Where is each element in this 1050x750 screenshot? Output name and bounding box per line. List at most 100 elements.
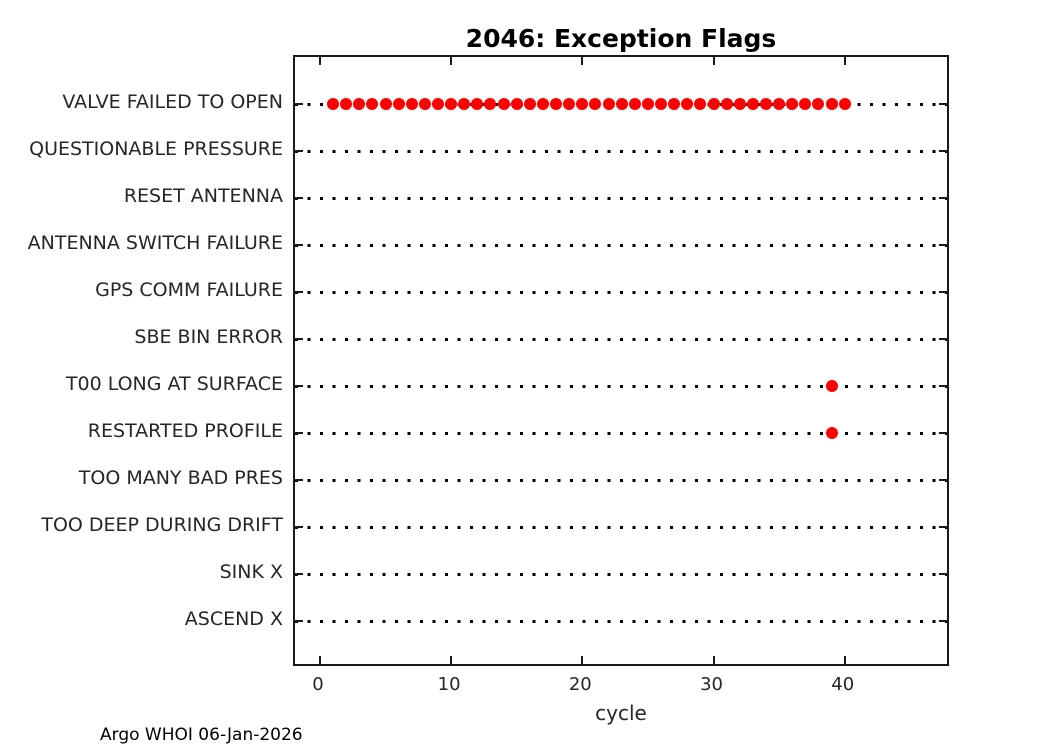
y-axis-tick-right [939, 291, 947, 293]
y-axis-label: VALVE FAILED TO OPEN [62, 91, 283, 113]
y-axis-label: QUESTIONABLE PRESSURE [29, 138, 283, 160]
data-point [589, 98, 602, 110]
data-point [471, 98, 484, 110]
x-tick-label: 10 [437, 674, 461, 695]
data-point [484, 98, 497, 110]
x-tick-label: 20 [568, 674, 592, 695]
y-axis-tick-right [939, 150, 947, 152]
data-point [353, 98, 366, 110]
x-axis-tick-top [843, 57, 846, 65]
data-point [825, 427, 838, 439]
data-point [510, 98, 523, 110]
y-axis-tick-right [939, 385, 947, 387]
x-axis-tick-bottom [318, 656, 321, 664]
y-axis-tick-right [939, 432, 947, 434]
data-point [366, 98, 379, 110]
y-axis-label: ANTENNA SWITCH FAILURE [27, 232, 283, 254]
x-axis-tick-top [318, 57, 321, 65]
y-axis-tick-left [295, 244, 303, 246]
data-point [536, 98, 549, 110]
x-axis-label: cycle [595, 701, 647, 725]
category-baseline-dotted-line [295, 290, 947, 294]
y-axis-label: RESET ANTENNA [123, 185, 283, 207]
y-axis-tick-right [939, 244, 947, 246]
y-axis-label: SINK X [219, 561, 283, 583]
category-baseline-dotted-line [295, 337, 947, 341]
x-axis-tick-bottom [843, 656, 846, 664]
y-axis-label: T00 LONG AT SURFACE [65, 373, 283, 395]
category-baseline-dotted-line [295, 149, 947, 153]
data-point [668, 98, 681, 110]
data-point [379, 98, 392, 110]
y-axis-label: TOO MANY BAD PRES [78, 467, 283, 489]
y-axis-label: TOO DEEP DURING DRIFT [41, 514, 283, 536]
category-baseline-dotted-line [295, 478, 947, 482]
x-tick-label: 40 [831, 674, 855, 695]
y-axis-tick-left [295, 526, 303, 528]
y-axis-tick-right [939, 103, 947, 105]
y-axis-label: SBE BIN ERROR [134, 326, 283, 348]
y-axis-tick-right [939, 573, 947, 575]
x-axis-tick-top [712, 57, 715, 65]
data-point [458, 98, 471, 110]
data-point [707, 98, 720, 110]
data-point [327, 98, 340, 110]
y-axis-tick-left [295, 197, 303, 199]
y-axis-tick-left [295, 620, 303, 622]
data-point [825, 98, 838, 110]
data-point [340, 98, 353, 110]
figure-caption: Argo WHOI 06-Jan-2026 [100, 725, 303, 745]
x-axis-tick-top [450, 57, 453, 65]
plot-area [293, 55, 949, 666]
data-point [760, 98, 772, 110]
data-point [392, 98, 405, 110]
data-point [405, 98, 418, 110]
x-axis-tick-bottom [581, 656, 584, 664]
data-point [563, 98, 576, 110]
category-baseline-dotted-line [295, 619, 947, 623]
y-axis-tick-right [939, 338, 947, 340]
x-axis-tick-bottom [712, 656, 715, 664]
y-axis-tick-right [939, 620, 947, 622]
chart-title: 2046: Exception Flags [465, 24, 777, 53]
y-axis-tick-left [295, 338, 303, 340]
category-baseline-dotted-line [295, 572, 947, 576]
data-point [681, 98, 694, 110]
data-point [523, 98, 536, 110]
y-axis-tick-left [295, 479, 303, 481]
x-tick-label: 0 [312, 674, 324, 695]
data-point [628, 98, 641, 110]
data-point [799, 98, 812, 110]
data-point [812, 98, 825, 110]
y-axis-label: ASCEND X [184, 608, 283, 630]
data-point [550, 98, 563, 110]
data-point [418, 98, 431, 110]
y-axis-tick-left [295, 385, 303, 387]
data-point [694, 98, 707, 110]
data-point [615, 98, 628, 110]
x-axis-tick-bottom [450, 656, 453, 664]
data-point [641, 98, 654, 110]
category-baseline-dotted-line [295, 431, 947, 435]
data-point [720, 98, 733, 110]
y-axis-tick-left [295, 573, 303, 575]
data-point [445, 98, 458, 110]
x-axis-tick-top [581, 57, 584, 65]
y-axis-tick-left [295, 103, 303, 105]
data-point [432, 98, 444, 110]
y-axis-label: RESTARTED PROFILE [87, 420, 283, 442]
y-axis-label: GPS COMM FAILURE [95, 279, 283, 301]
data-point [733, 98, 746, 110]
data-point [655, 98, 668, 110]
data-point [497, 98, 510, 110]
category-baseline-dotted-line [295, 196, 947, 200]
category-baseline-dotted-line [295, 243, 947, 247]
data-point [773, 98, 786, 110]
y-axis-tick-left [295, 150, 303, 152]
y-axis-tick-left [295, 432, 303, 434]
data-point [825, 380, 838, 392]
data-point [576, 98, 589, 110]
y-axis-tick-left [295, 291, 303, 293]
data-point [602, 98, 615, 110]
